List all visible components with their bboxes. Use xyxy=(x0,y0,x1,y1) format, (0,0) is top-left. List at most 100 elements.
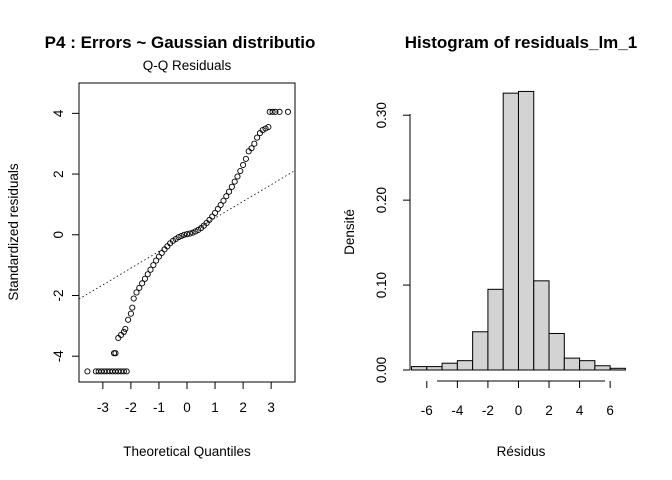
qq-x-tick-label: 1 xyxy=(211,400,219,415)
qq-title: P4 : Errors ~ Gaussian distributio xyxy=(45,33,316,52)
qq-point xyxy=(112,350,119,357)
qq-point xyxy=(178,232,185,240)
hist-x-tick-label: 0 xyxy=(515,403,523,418)
qq-point xyxy=(214,205,221,213)
qq-point xyxy=(130,295,137,302)
qq-subtitle: Q-Q Residuals xyxy=(143,58,232,73)
qq-point xyxy=(248,145,255,152)
qq-plot-area xyxy=(78,82,296,383)
qq-point xyxy=(125,316,132,323)
qq-point xyxy=(209,213,216,220)
qq-point xyxy=(231,178,238,185)
qq-point xyxy=(122,325,129,332)
qq-x-tick-label: -1 xyxy=(153,400,165,415)
qq-point xyxy=(217,201,224,209)
qq-point xyxy=(118,331,125,339)
qq-point xyxy=(164,243,171,250)
hist-y-axis-label: Densité xyxy=(342,209,357,255)
qq-point xyxy=(206,216,213,223)
hist-y-tick-label: 0.00 xyxy=(374,357,389,383)
qq-point xyxy=(136,284,143,291)
qq-point xyxy=(276,108,283,115)
hist-bar xyxy=(502,92,519,371)
hist-bar xyxy=(487,288,504,371)
qq-point xyxy=(127,310,134,317)
qq-x-axis-label: Theoretical Quantiles xyxy=(123,444,251,459)
qq-x-tick-label: -3 xyxy=(97,400,109,415)
qq-point xyxy=(144,271,151,278)
qq-point xyxy=(84,368,91,375)
qq-point xyxy=(237,167,244,175)
qq-y-tick-label: -4 xyxy=(51,350,66,362)
qq-point xyxy=(129,304,136,311)
hist-bar xyxy=(472,331,489,371)
qq-point xyxy=(242,155,249,162)
hist-bar xyxy=(594,365,611,371)
qq-point xyxy=(158,249,165,257)
hist-y-tick-label: 0.30 xyxy=(374,102,389,128)
hist-bar xyxy=(533,280,550,371)
hist-bar xyxy=(426,366,443,371)
hist-bars xyxy=(411,90,626,371)
qq-y-axis: -4 -2 0 2 4 xyxy=(51,109,80,362)
qq-point xyxy=(251,140,258,147)
qq-reference-line xyxy=(78,170,296,300)
qq-point xyxy=(220,197,227,204)
qq-points xyxy=(84,108,292,375)
qq-point xyxy=(245,148,252,155)
qq-point xyxy=(228,183,235,190)
qq-point xyxy=(254,134,261,141)
qq-point xyxy=(284,108,292,115)
hist-y-tick-label: 0.10 xyxy=(374,272,389,298)
qq-point xyxy=(153,257,160,264)
qq-point xyxy=(256,130,263,137)
qq-point xyxy=(139,280,146,287)
hist-bar xyxy=(441,362,458,371)
qq-point xyxy=(155,253,162,260)
histogram-panel: Histogram of residuals_lm_1 -6 -4 -2 0 2 4 6 0… xyxy=(342,33,637,459)
qq-point xyxy=(120,328,127,335)
hist-bar xyxy=(456,360,474,371)
hist-x-tick-label: 4 xyxy=(576,403,584,418)
hist-y-axis: 0.00 0.10 0.20 0.30 xyxy=(374,102,411,383)
qq-point xyxy=(186,230,193,237)
qq-point xyxy=(269,108,276,115)
hist-x-axis: -6 -4 -2 0 2 4 6 xyxy=(421,380,614,418)
qq-panel: P4 : Errors ~ Gaussian distributio Q-Q R… xyxy=(6,33,315,459)
qq-y-tick-label: 4 xyxy=(51,109,66,117)
hist-x-tick-label: -6 xyxy=(421,403,433,418)
hist-bar xyxy=(579,360,596,371)
qq-x-tick-label: -2 xyxy=(125,400,137,415)
qq-point xyxy=(141,275,148,282)
hist-bar xyxy=(609,367,626,371)
qq-point xyxy=(181,231,188,238)
hist-bar xyxy=(548,332,565,371)
qq-point xyxy=(115,334,122,342)
hist-x-axis-label: Résidus xyxy=(497,444,546,459)
qq-point xyxy=(150,262,157,269)
hist-x-tick-label: -4 xyxy=(451,403,463,418)
qq-point xyxy=(147,266,154,273)
hist-y-tick-label: 0.20 xyxy=(374,187,389,213)
qq-y-tick-label: 0 xyxy=(51,231,66,239)
qq-point xyxy=(175,234,182,241)
qq-point xyxy=(123,368,130,375)
qq-y-axis-label: Standardized residuals xyxy=(6,163,21,301)
hist-bar xyxy=(517,90,535,371)
qq-point xyxy=(272,108,279,115)
hist-bar xyxy=(411,366,428,371)
qq-point xyxy=(265,123,272,131)
qq-x-tick-label: 2 xyxy=(239,400,247,415)
qq-point xyxy=(226,188,233,195)
qq-point xyxy=(183,231,191,238)
hist-x-tick-label: -2 xyxy=(482,403,494,418)
qq-x-tick-label: 0 xyxy=(183,400,191,415)
hist-bar xyxy=(563,357,581,371)
qq-point xyxy=(211,209,219,216)
qq-point xyxy=(240,161,247,169)
qq-point xyxy=(120,368,127,375)
qq-point xyxy=(133,289,140,296)
qq-point xyxy=(189,229,196,236)
qq-y-tick-label: 2 xyxy=(51,170,66,178)
